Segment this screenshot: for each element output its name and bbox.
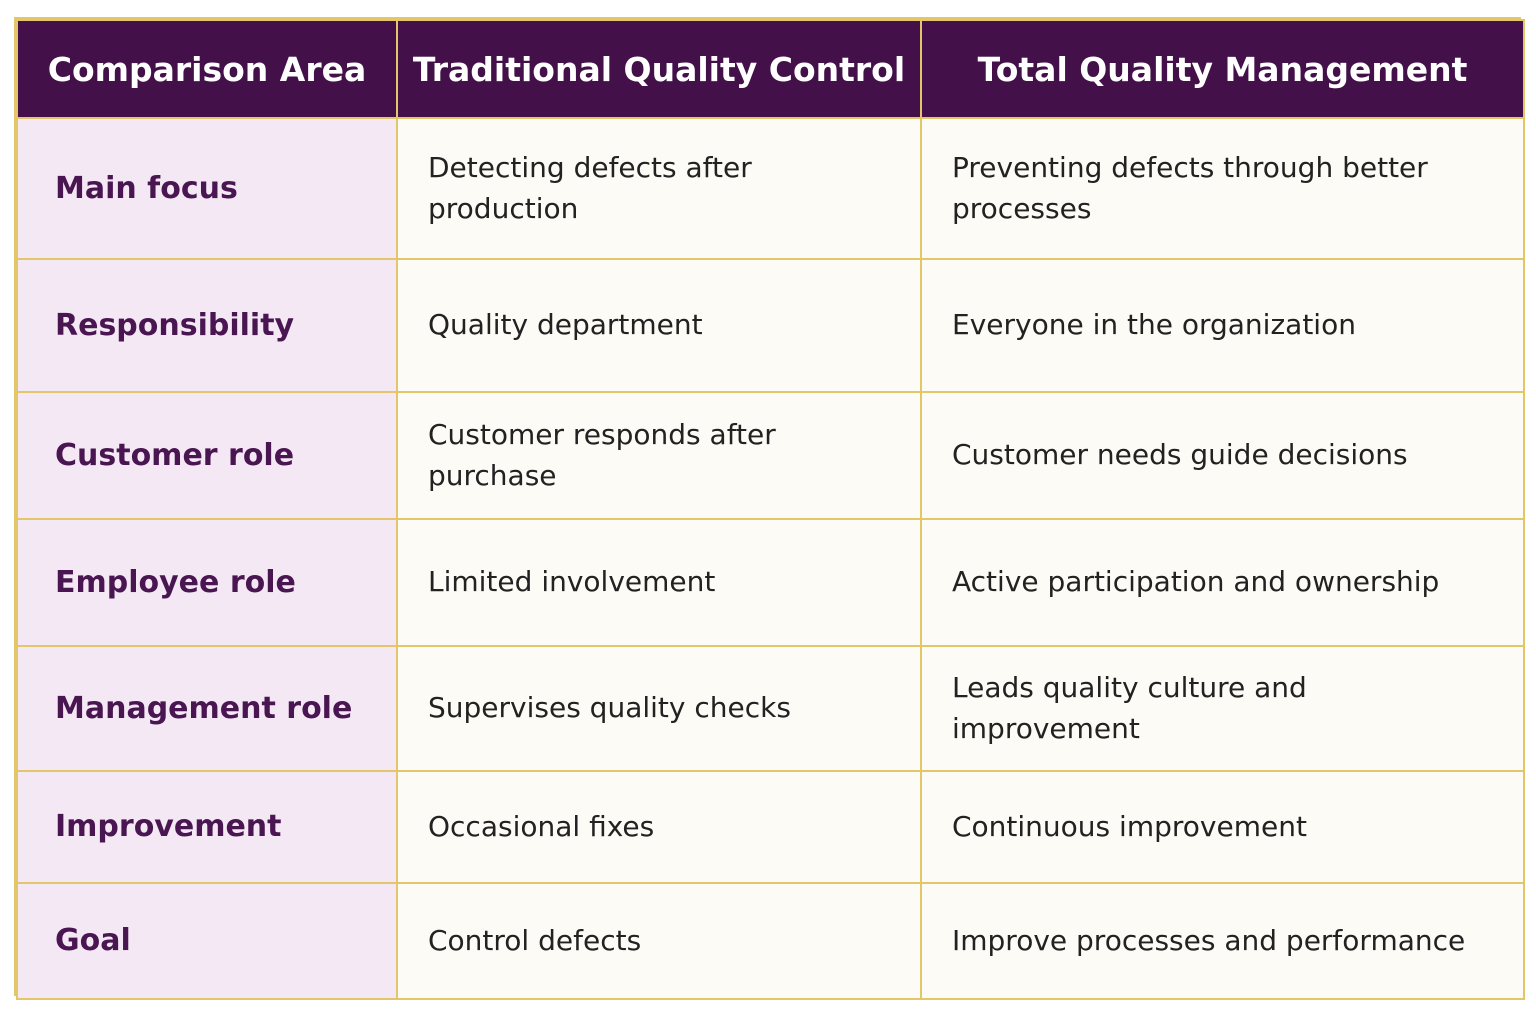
tqm-cell: Preventing defects through better proces… — [920, 117, 1525, 260]
tqm-cell: Improve processes and performance — [920, 882, 1525, 1000]
table-row: Main focus Detecting defects after produ… — [16, 117, 1525, 260]
area-cell: Responsibility — [16, 258, 398, 393]
traditional-cell: Detecting defects after production — [396, 117, 922, 260]
area-cell: Main focus — [16, 117, 398, 260]
traditional-cell: Control defects — [396, 882, 922, 1000]
header-total-quality-management: Total Quality Management — [920, 19, 1525, 119]
tqm-cell: Active participation and ownership — [920, 518, 1525, 647]
area-cell: Management role — [16, 645, 398, 772]
table-row: Customer role Customer responds after pu… — [16, 391, 1525, 520]
table-row: Improvement Occasional fixes Continuous … — [16, 770, 1525, 884]
area-cell: Improvement — [16, 770, 398, 884]
table-row: Responsibility Quality department Everyo… — [16, 258, 1525, 393]
area-cell: Employee role — [16, 518, 398, 647]
header-comparison-area: Comparison Area — [16, 19, 398, 119]
table-row: Goal Control defects Improve processes a… — [16, 882, 1525, 1000]
traditional-cell: Quality department — [396, 258, 922, 393]
table-row: Management role Supervises quality check… — [16, 645, 1525, 772]
comparison-table: Comparison Area Traditional Quality Cont… — [16, 19, 1525, 1000]
area-cell: Customer role — [16, 391, 398, 520]
traditional-cell: Customer responds after purchase — [396, 391, 922, 520]
traditional-cell: Limited involvement — [396, 518, 922, 647]
area-cell: Goal — [16, 882, 398, 1000]
tqm-cell: Leads quality culture and improvement — [920, 645, 1525, 772]
table-row: Employee role Limited involvement Active… — [16, 518, 1525, 647]
comparison-table-container: Comparison Area Traditional Quality Cont… — [14, 17, 1525, 1000]
tqm-cell: Customer needs guide decisions — [920, 391, 1525, 520]
tqm-cell: Everyone in the organization — [920, 258, 1525, 393]
traditional-cell: Occasional fixes — [396, 770, 922, 884]
traditional-cell: Supervises quality checks — [396, 645, 922, 772]
tqm-cell: Continuous improvement — [920, 770, 1525, 884]
header-traditional-quality-control: Traditional Quality Control — [396, 19, 922, 119]
table-header-row: Comparison Area Traditional Quality Cont… — [16, 19, 1525, 119]
